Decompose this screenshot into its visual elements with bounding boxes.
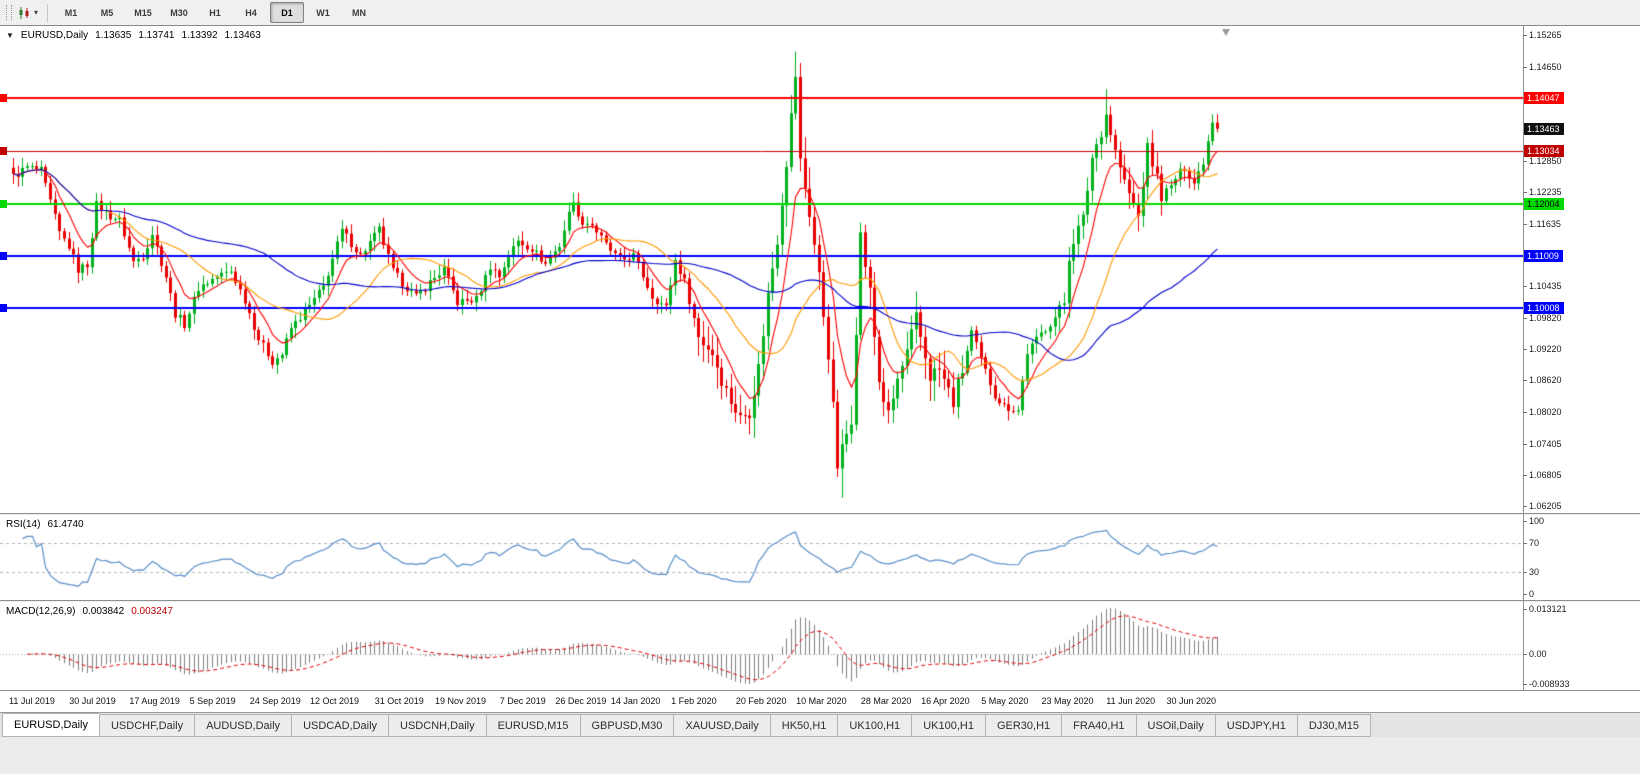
date-axis[interactable]: 11 Jul 2019 30 Jul 2019 17 Aug 2019 5 Sep 2… bbox=[0, 690, 1640, 712]
date-axis-label: 28 Mar 2020 bbox=[860, 696, 912, 706]
price-axis-border bbox=[1523, 26, 1524, 690]
symbol-title: EURUSD,Daily bbox=[20, 30, 89, 41]
date-axis-label: 30 Jun 2020 bbox=[1166, 696, 1217, 706]
date-axis-label: 14 Jan 2020 bbox=[610, 696, 661, 706]
hline-left-tag[interactable] bbox=[0, 200, 7, 209]
timeframe-button-M30[interactable]: M30 bbox=[170, 7, 188, 18]
chart-type-icon[interactable] bbox=[17, 5, 33, 21]
price-line-badge[interactable]: 1.14047 bbox=[1524, 92, 1564, 105]
date-axis-label: 23 May 2020 bbox=[1041, 696, 1094, 706]
timeframe-button-D1[interactable]: D1 bbox=[270, 2, 305, 23]
date-axis-label: 16 Apr 2020 bbox=[921, 696, 970, 706]
chart-tab-XAUUSD-Daily[interactable]: XAUUSD,Daily bbox=[673, 714, 770, 737]
price-line-badge[interactable]: 1.11009 bbox=[1524, 250, 1563, 263]
macd-label: MACD(12,26,9) bbox=[6, 606, 76, 617]
timeframe-button-M15[interactable]: M15 bbox=[134, 7, 152, 18]
rsi-label: RSI(14) bbox=[6, 519, 41, 530]
ohlc-low: 1.13392 bbox=[181, 30, 218, 41]
timeframe-button-W1[interactable]: W1 bbox=[316, 7, 330, 18]
chart-tab-DJ30-M15[interactable]: DJ30,M15 bbox=[1296, 714, 1371, 737]
macd-pane: MACD(12,26,9) 0.003842 0.003247 bbox=[0, 602, 1640, 690]
date-axis-label: 10 Mar 2020 bbox=[796, 696, 847, 706]
date-axis-label: 11 Jun 2020 bbox=[1106, 696, 1156, 706]
price-line-badge[interactable]: 1.10008 bbox=[1524, 302, 1564, 315]
timeframe-button-M1[interactable]: M1 bbox=[64, 7, 78, 18]
hline-left-tag[interactable] bbox=[0, 252, 7, 261]
caret-down-icon[interactable]: ▾ bbox=[34, 8, 39, 17]
date-axis-label: 20 Feb 2020 bbox=[735, 696, 787, 706]
one-click-trading-icon[interactable]: ▼ bbox=[6, 31, 14, 40]
date-axis-label: 5 May 2020 bbox=[981, 696, 1029, 706]
timeframe-button-H4[interactable]: H4 bbox=[245, 7, 257, 18]
date-axis-label: 5 Sep 2019 bbox=[189, 696, 236, 706]
chart-tab-EURUSD-Daily[interactable]: EURUSD,Daily bbox=[2, 713, 99, 737]
chart-tab-GER30-H1[interactable]: GER30,H1 bbox=[984, 714, 1062, 737]
date-axis-label: 17 Aug 2019 bbox=[129, 696, 180, 706]
ohlc-open: 1.13635 bbox=[95, 30, 132, 41]
date-axis-label: 7 Dec 2019 bbox=[499, 696, 546, 706]
date-axis-label: 26 Dec 2019 bbox=[555, 696, 607, 706]
timeframe-button-M5[interactable]: M5 bbox=[100, 7, 114, 18]
macd-signal-value: 0.003247 bbox=[131, 606, 173, 617]
toolbar-separator bbox=[47, 3, 49, 22]
date-axis-label: 31 Oct 2019 bbox=[374, 696, 424, 706]
chart-window: ▼ EURUSD,Daily 1.13635 1.13741 1.13392 1… bbox=[0, 26, 1640, 712]
price-chart-canvas[interactable] bbox=[0, 26, 1523, 513]
ohlc-close: 1.13463 bbox=[224, 30, 261, 41]
date-axis-label: 24 Sep 2019 bbox=[249, 696, 301, 706]
pane-separator[interactable] bbox=[0, 600, 1640, 602]
chart-tab-USDCNH-Daily[interactable]: USDCNH,Daily bbox=[388, 714, 486, 737]
macd-header: MACD(12,26,9) 0.003842 0.003247 bbox=[6, 606, 173, 617]
rsi-value: 61.4740 bbox=[47, 519, 84, 530]
price-line-badge[interactable]: 1.12004 bbox=[1524, 198, 1564, 211]
toolbar-drag-handle[interactable] bbox=[6, 4, 12, 21]
date-axis-label: 30 Jul 2019 bbox=[69, 696, 116, 706]
chart-tab-USOil-Daily[interactable]: USOil,Daily bbox=[1135, 714, 1215, 737]
rsi-header: RSI(14) 61.4740 bbox=[6, 519, 84, 530]
chart-tab-USDCAD-Daily[interactable]: USDCAD,Daily bbox=[291, 714, 389, 737]
chart-tab-UK100-H1[interactable]: UK100,H1 bbox=[911, 714, 985, 737]
macd-canvas[interactable] bbox=[0, 602, 1523, 690]
rsi-pane: RSI(14) 61.4740 bbox=[0, 515, 1640, 600]
bid-price-badge: 1.13463 bbox=[1524, 122, 1564, 135]
timeframe-buttons: M1 M5 M15 M30 H1 H4 D1 W1 MN bbox=[53, 2, 377, 23]
timeframe-toolbar: ▾ M1 M5 M15 M30 H1 H4 D1 W1 MN bbox=[0, 0, 1640, 26]
macd-value: 0.003842 bbox=[82, 606, 125, 617]
chart-tab-USDCHF-Daily[interactable]: USDCHF,Daily bbox=[98, 714, 195, 737]
chart-tab-AUDUSD-Daily[interactable]: AUDUSD,Daily bbox=[194, 714, 292, 737]
hline-left-tag[interactable] bbox=[0, 94, 7, 103]
price-line-badge[interactable]: 1.13034 bbox=[1524, 144, 1564, 157]
timeframe-button-MN[interactable]: MN bbox=[352, 7, 367, 18]
chart-tab-GBPUSD-M30[interactable]: GBPUSD,M30 bbox=[579, 714, 674, 737]
status-strip bbox=[0, 737, 1640, 774]
hline-left-tag[interactable] bbox=[0, 304, 7, 313]
date-axis-label: 1 Feb 2020 bbox=[671, 696, 717, 706]
date-axis-label: 19 Nov 2019 bbox=[434, 696, 486, 706]
chart-tab-USDJPY-H1[interactable]: USDJPY,H1 bbox=[1214, 714, 1297, 737]
chart-tab-FRA40-H1[interactable]: FRA40,H1 bbox=[1061, 714, 1136, 737]
rsi-canvas[interactable] bbox=[0, 515, 1523, 600]
date-axis-label: 12 Oct 2019 bbox=[309, 696, 359, 706]
symbol-header: ▼ EURUSD,Daily 1.13635 1.13741 1.13392 1… bbox=[6, 30, 261, 41]
chart-tab-UK100-H1[interactable]: UK100,H1 bbox=[837, 714, 912, 737]
hline-left-tag[interactable] bbox=[0, 146, 7, 155]
chart-tabs-bar: EURUSD,Daily USDCHF,Daily AUDUSD,Daily USDC… bbox=[0, 712, 1640, 737]
chart-tab-EURUSD-M15[interactable]: EURUSD,M15 bbox=[485, 714, 580, 737]
price-pane: ▼ EURUSD,Daily 1.13635 1.13741 1.13392 1… bbox=[0, 26, 1640, 513]
chart-tab-HK50-H1[interactable]: HK50,H1 bbox=[769, 714, 838, 737]
pane-separator[interactable] bbox=[0, 513, 1640, 515]
candlestick-icon bbox=[19, 6, 29, 19]
ohlc-high: 1.13741 bbox=[138, 30, 175, 41]
date-axis-label: 11 Jul 2019 bbox=[9, 696, 55, 706]
timeframe-button-H1[interactable]: H1 bbox=[209, 7, 221, 18]
